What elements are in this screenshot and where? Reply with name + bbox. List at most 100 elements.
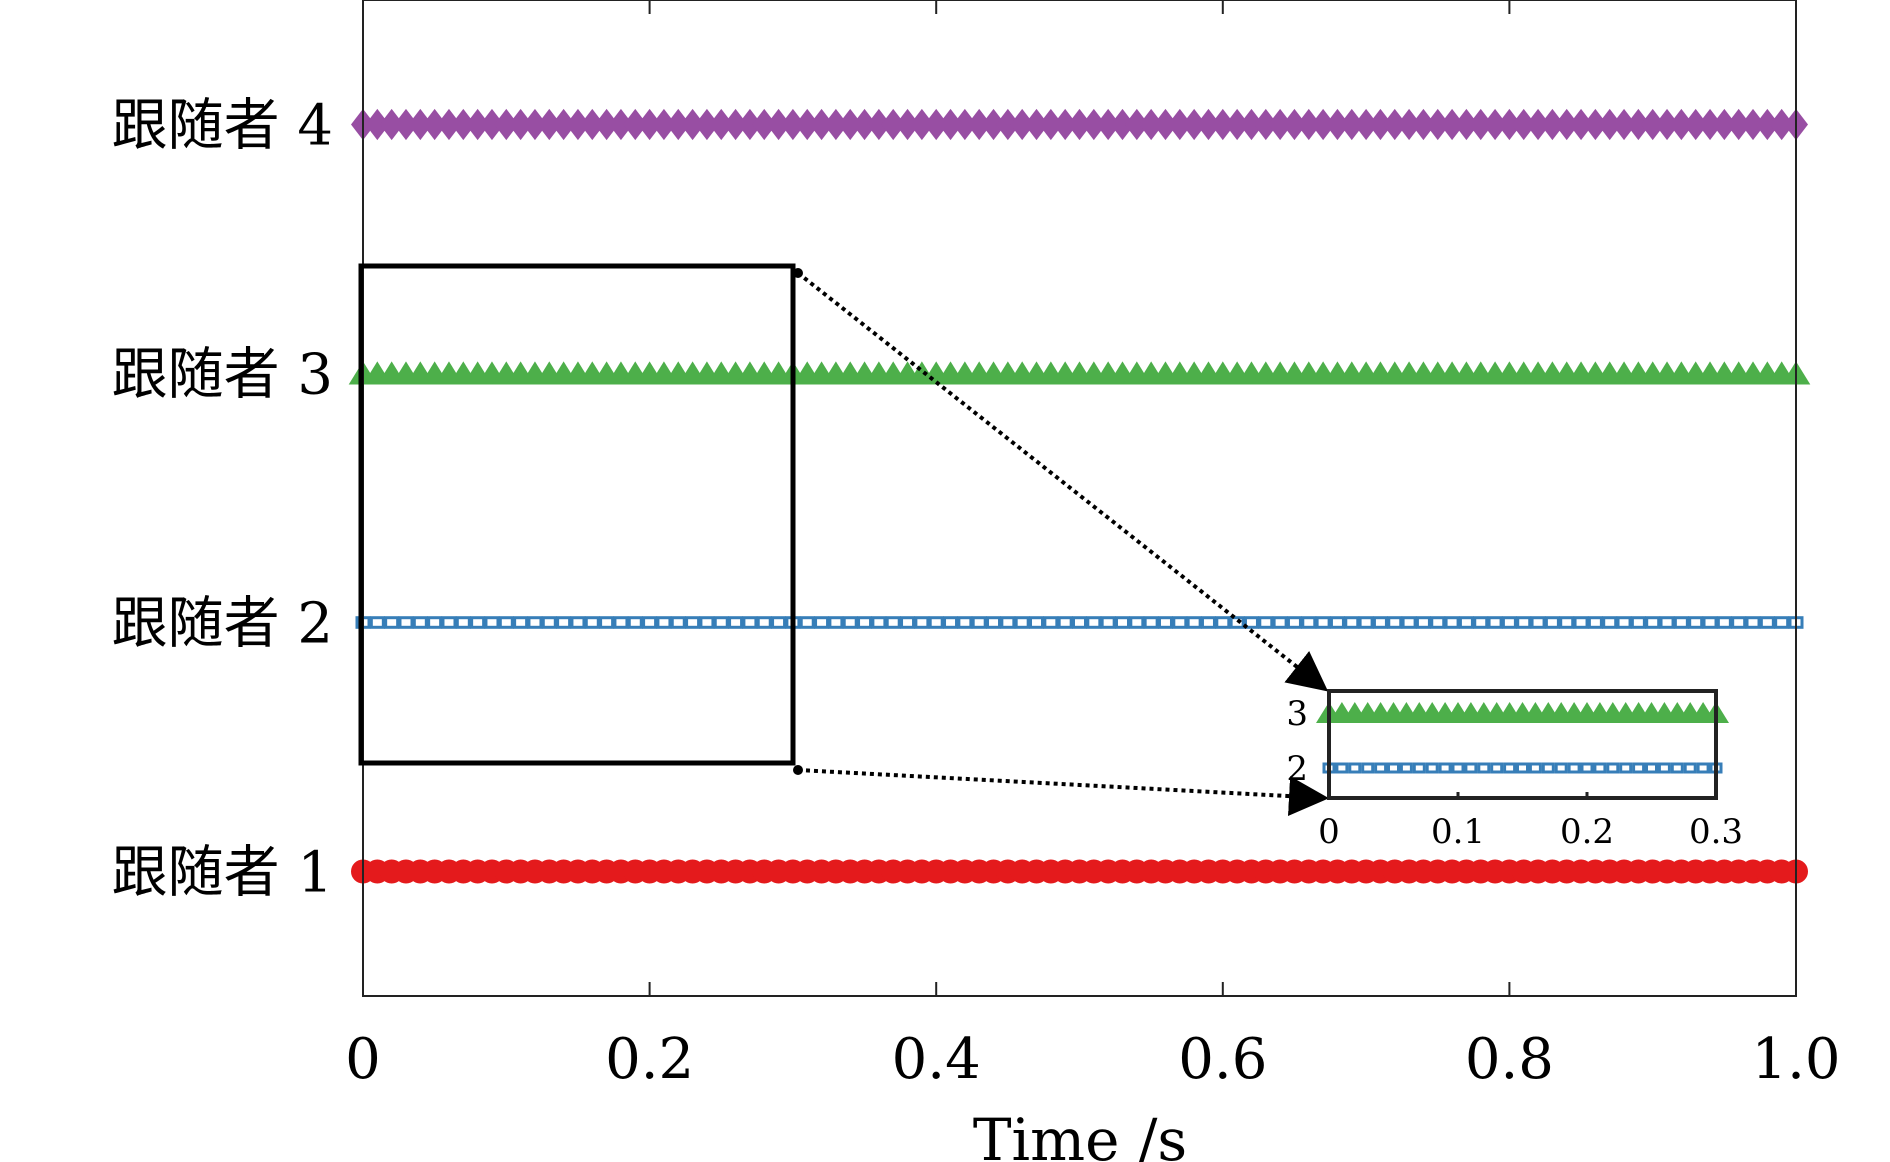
data-point-square bbox=[957, 616, 973, 629]
data-point-square bbox=[1530, 616, 1546, 629]
data-point-diamond bbox=[1339, 108, 1364, 141]
data-point-square bbox=[1702, 616, 1718, 629]
series-4 bbox=[351, 108, 1808, 141]
data-point-square bbox=[1645, 762, 1658, 774]
data-point-square bbox=[885, 616, 901, 629]
data-point-diamond bbox=[1239, 108, 1264, 141]
inset-y-tick-label: 3 bbox=[1286, 694, 1308, 734]
data-point-square bbox=[1129, 616, 1145, 629]
data-point-square bbox=[1401, 616, 1417, 629]
data-point-square bbox=[1387, 762, 1400, 774]
data-point-square bbox=[1200, 616, 1216, 629]
data-point-square bbox=[1399, 762, 1413, 774]
data-point-diamond bbox=[1024, 108, 1049, 141]
data-point-diamond bbox=[608, 108, 633, 141]
data-point-diamond bbox=[1755, 108, 1780, 141]
data-point-diamond bbox=[1712, 108, 1737, 141]
data-point-diamond bbox=[1425, 108, 1450, 141]
data-point-square bbox=[871, 616, 887, 629]
data-point-diamond bbox=[1081, 108, 1106, 141]
data-point-diamond bbox=[537, 108, 562, 141]
data-point-diamond bbox=[580, 108, 605, 141]
data-point-square bbox=[1301, 616, 1317, 629]
data-point-diamond bbox=[895, 108, 920, 141]
inset-y-tick-label: 2 bbox=[1286, 749, 1308, 789]
data-point-square bbox=[1670, 762, 1684, 774]
data-point-square bbox=[1759, 616, 1775, 629]
data-point-square bbox=[613, 616, 629, 629]
data-point-diamond bbox=[365, 108, 390, 141]
data-point-diamond bbox=[451, 108, 476, 141]
data-point-diamond bbox=[522, 108, 547, 141]
data-point-diamond bbox=[1110, 108, 1135, 141]
data-point-square bbox=[1688, 616, 1704, 629]
data-point-square bbox=[513, 616, 529, 629]
data-point-square bbox=[1430, 616, 1446, 629]
data-point-square bbox=[1057, 616, 1073, 629]
data-point-square bbox=[1043, 616, 1059, 629]
data-point-diamond bbox=[1626, 108, 1651, 141]
data-point-diamond bbox=[680, 108, 705, 141]
data-point-diamond bbox=[422, 108, 447, 141]
y-axis: 跟随者 1 跟随者 2 跟随者 3 跟随者 4 bbox=[112, 94, 333, 906]
x-axis: 0 0.2 0.4 0.6 0.8 1.0 bbox=[345, 0, 1841, 1092]
data-point-diamond bbox=[637, 108, 662, 141]
inset-frame bbox=[1327, 689, 1718, 800]
data-point-square bbox=[441, 616, 457, 629]
data-point-square bbox=[1606, 762, 1620, 774]
data-point-square bbox=[1630, 616, 1646, 629]
series-1 bbox=[351, 859, 1808, 884]
x-tick-label: 0.8 bbox=[1465, 1027, 1554, 1092]
data-point-square bbox=[1619, 762, 1633, 774]
data-point-square bbox=[1329, 616, 1345, 629]
data-point-square bbox=[713, 616, 729, 629]
data-point-diamond bbox=[1440, 108, 1465, 141]
data-point-square bbox=[398, 616, 414, 629]
data-point-square bbox=[1473, 616, 1489, 629]
data-point-square bbox=[986, 616, 1002, 629]
data-point-diamond bbox=[838, 108, 863, 141]
inset-series-3 bbox=[1316, 702, 1729, 723]
data-point-diamond bbox=[1683, 108, 1708, 141]
data-point-diamond bbox=[1053, 108, 1078, 141]
zoom-region-box bbox=[358, 263, 796, 766]
data-point-diamond bbox=[1268, 108, 1293, 141]
data-point-diamond bbox=[1583, 108, 1608, 141]
data-point-square bbox=[1544, 616, 1560, 629]
data-point-square bbox=[384, 616, 400, 629]
data-point-diamond bbox=[508, 108, 533, 141]
data-point-diamond bbox=[1483, 108, 1508, 141]
data-point-diamond bbox=[866, 108, 891, 141]
data-point-square bbox=[857, 616, 873, 629]
data-point-square bbox=[1415, 616, 1431, 629]
data-point-square bbox=[455, 616, 471, 629]
data-point-diamond bbox=[1640, 108, 1665, 141]
data-point-diamond bbox=[1325, 108, 1350, 141]
data-point-square bbox=[1072, 616, 1087, 629]
data-point-square bbox=[627, 616, 643, 629]
data-point-diamond bbox=[565, 108, 590, 141]
data-point-diamond bbox=[1096, 108, 1121, 141]
data-point-diamond bbox=[1010, 108, 1035, 141]
data-point-diamond bbox=[809, 108, 834, 141]
data-point-square bbox=[1412, 762, 1426, 774]
data-point-square bbox=[1554, 762, 1568, 774]
data-point-square bbox=[1086, 616, 1102, 629]
data-point-square bbox=[1587, 616, 1603, 629]
data-point-diamond bbox=[709, 108, 734, 141]
data-point-square bbox=[1114, 616, 1130, 629]
data-point-square bbox=[1374, 762, 1388, 774]
data-point-square bbox=[971, 616, 987, 629]
data-point-square bbox=[1683, 762, 1697, 774]
data-point-square bbox=[1645, 616, 1661, 629]
data-point-square bbox=[1372, 616, 1388, 629]
data-point-square bbox=[412, 616, 428, 629]
data-point-square bbox=[1559, 616, 1575, 629]
data-point-diamond bbox=[666, 108, 691, 141]
data-point-square bbox=[1602, 616, 1618, 629]
data-point-square bbox=[685, 616, 701, 629]
data-point-square bbox=[1516, 762, 1529, 774]
x-tick-label: 1.0 bbox=[1751, 1027, 1840, 1092]
data-marks bbox=[348, 108, 1811, 884]
